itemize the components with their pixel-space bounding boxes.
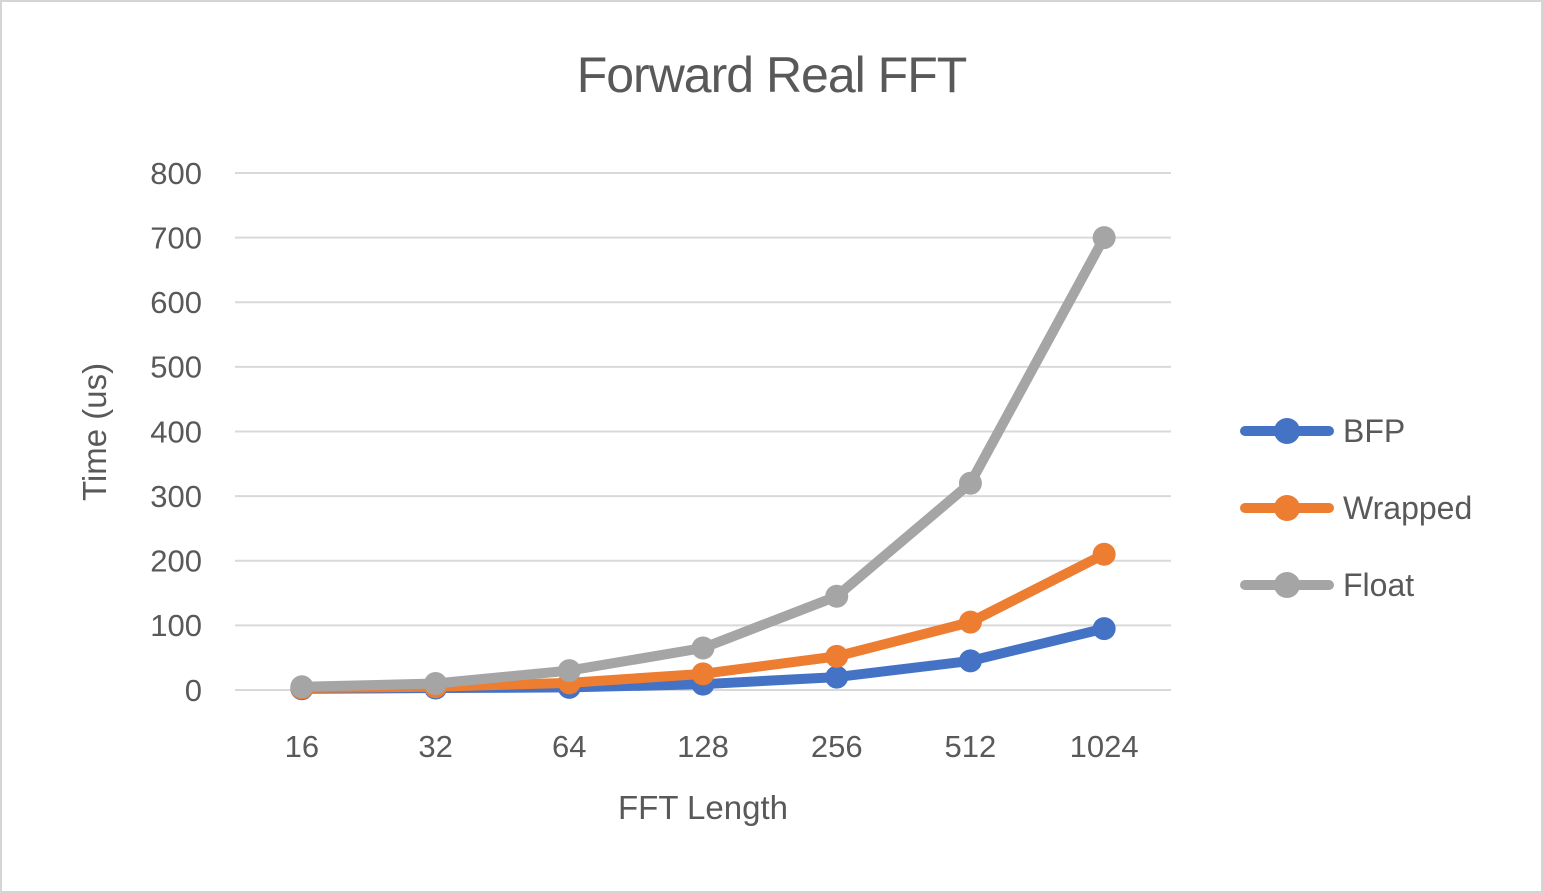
y-tick-label: 700: [150, 220, 202, 255]
data-point-marker-float: [1092, 226, 1116, 250]
data-point-marker-float: [825, 584, 849, 608]
y-tick-label: 200: [150, 544, 202, 579]
y-tick-label: 500: [150, 350, 202, 385]
data-point-marker-float: [424, 672, 448, 696]
legend-item-bfp: BFP: [1239, 413, 1472, 449]
data-point-marker-wrapped: [1092, 542, 1116, 566]
data-point-marker-bfp: [1092, 617, 1116, 641]
legend-item-wrapped: Wrapped: [1239, 490, 1472, 526]
data-point-marker-float: [290, 675, 314, 699]
data-point-marker-wrapped: [825, 644, 849, 668]
y-tick-label: 300: [150, 479, 202, 514]
x-axis-title: FFT Length: [618, 789, 788, 826]
data-point-marker-float: [557, 659, 581, 683]
x-tick-label: 16: [285, 729, 319, 764]
legend-label: Float: [1343, 566, 1415, 603]
line-marker-icon: [1240, 572, 1334, 598]
line-marker-icon: [1240, 495, 1334, 521]
legend: BFP Wrapped Float: [1239, 413, 1472, 603]
y-tick-label: 800: [150, 156, 202, 191]
legend-label: Wrapped: [1343, 489, 1473, 526]
legend-item-float: Float: [1239, 567, 1472, 603]
y-tick-label: 400: [150, 414, 202, 449]
x-tick-label: 128: [677, 729, 729, 764]
chart-title: Forward Real FFT: [576, 47, 968, 103]
data-point-marker-wrapped: [691, 662, 715, 686]
y-tick-label: 100: [150, 608, 202, 643]
x-tick-label: 256: [811, 729, 863, 764]
x-tick-label: 64: [552, 729, 586, 764]
data-point-marker-bfp: [958, 649, 982, 673]
data-point-marker-bfp: [825, 665, 849, 689]
data-point-marker-float: [958, 471, 982, 495]
x-tick-label: 1024: [1070, 729, 1139, 764]
legend-label: BFP: [1343, 412, 1406, 449]
x-tick-label: 512: [945, 729, 997, 764]
y-tick-label: 0: [185, 673, 202, 708]
line-marker-icon: [1240, 418, 1334, 444]
data-point-marker-wrapped: [958, 610, 982, 634]
data-point-marker-float: [691, 636, 715, 660]
y-tick-label: 600: [150, 285, 202, 320]
x-tick-label: 32: [418, 729, 452, 764]
